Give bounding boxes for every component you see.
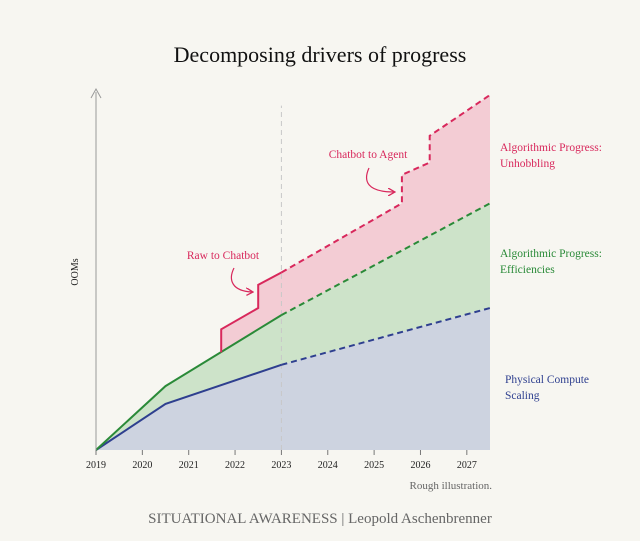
line-compute-actual xyxy=(95,363,282,451)
x-tick-label-2019: 2019 xyxy=(86,460,106,471)
area-unhobbling xyxy=(96,95,490,450)
svg-text:Algorithmic Progress: Un: Algorithmic Progress: Unhobbling xyxy=(500,142,605,170)
y-axis-label: OOMs xyxy=(70,258,81,285)
chart-title: Decomposing drivers of progress xyxy=(174,42,467,67)
plot-areas xyxy=(96,95,490,450)
annotation-arrow-raw-to-chatbot xyxy=(230,267,252,292)
annotation-arrow-chatbot-to-agent xyxy=(365,167,394,192)
x-tick-label-2020: 2020 xyxy=(132,460,152,471)
x-tick-label-2026: 2026 xyxy=(410,460,430,471)
area-compute xyxy=(96,308,490,450)
legend-efficiencies-line1: Algorithmic Progress: xyxy=(500,248,602,260)
x-tick-label-2025: 2025 xyxy=(364,460,384,471)
footer-credit: SITUATIONAL AWARENESS | Leopold Aschenbr… xyxy=(148,511,492,527)
x-tick-label-2022: 2022 xyxy=(225,460,245,471)
annotation-raw-to-chatbot: Raw to Chatbot xyxy=(187,250,260,262)
legend-efficiencies-line2: Efficiencies xyxy=(500,264,555,276)
legend-compute: Physical Compute Scaling xyxy=(505,374,592,402)
legend-compute-line1: Physical Compute xyxy=(505,374,589,386)
legend-unhobbling-line2: Unhobbling xyxy=(500,158,555,170)
annotation-chatbot-to-agent: Chatbot to Agent xyxy=(329,149,408,161)
svg-text:Algorithmic Progress: Ef: Algorithmic Progress: Efficiencies xyxy=(500,248,605,276)
series-lines xyxy=(95,94,491,451)
x-tick-label-2023: 2023 xyxy=(271,460,291,471)
legend-compute-line2: Scaling xyxy=(505,390,540,402)
x-tick-label-2024: 2024 xyxy=(318,460,338,471)
line-efficiencies-actual xyxy=(95,314,282,451)
line-unhobbling-actual xyxy=(220,271,282,353)
x-tick-label-2021: 2021 xyxy=(179,460,199,471)
rough-illustration-note: Rough illustration. xyxy=(410,480,493,492)
x-tick-label-2027: 2027 xyxy=(457,460,477,471)
legend-unhobbling: Algorithmic Progress: Unhobbling xyxy=(500,142,605,170)
x-axis: 2019 2020 2021 2022 2023 2024 2025 2026 2027 xyxy=(86,450,477,471)
legend-unhobbling-line1: Algorithmic Progress: xyxy=(500,142,602,154)
legend-efficiencies: Algorithmic Progress: Efficiencies xyxy=(500,248,605,276)
y-axis xyxy=(90,87,102,450)
line-unhobbling-projected xyxy=(280,94,491,274)
svg-text:Physical Compute Scaling: Physical Compute Scaling xyxy=(505,374,592,402)
line-compute-projected xyxy=(281,307,491,366)
area-efficiencies xyxy=(96,203,490,450)
